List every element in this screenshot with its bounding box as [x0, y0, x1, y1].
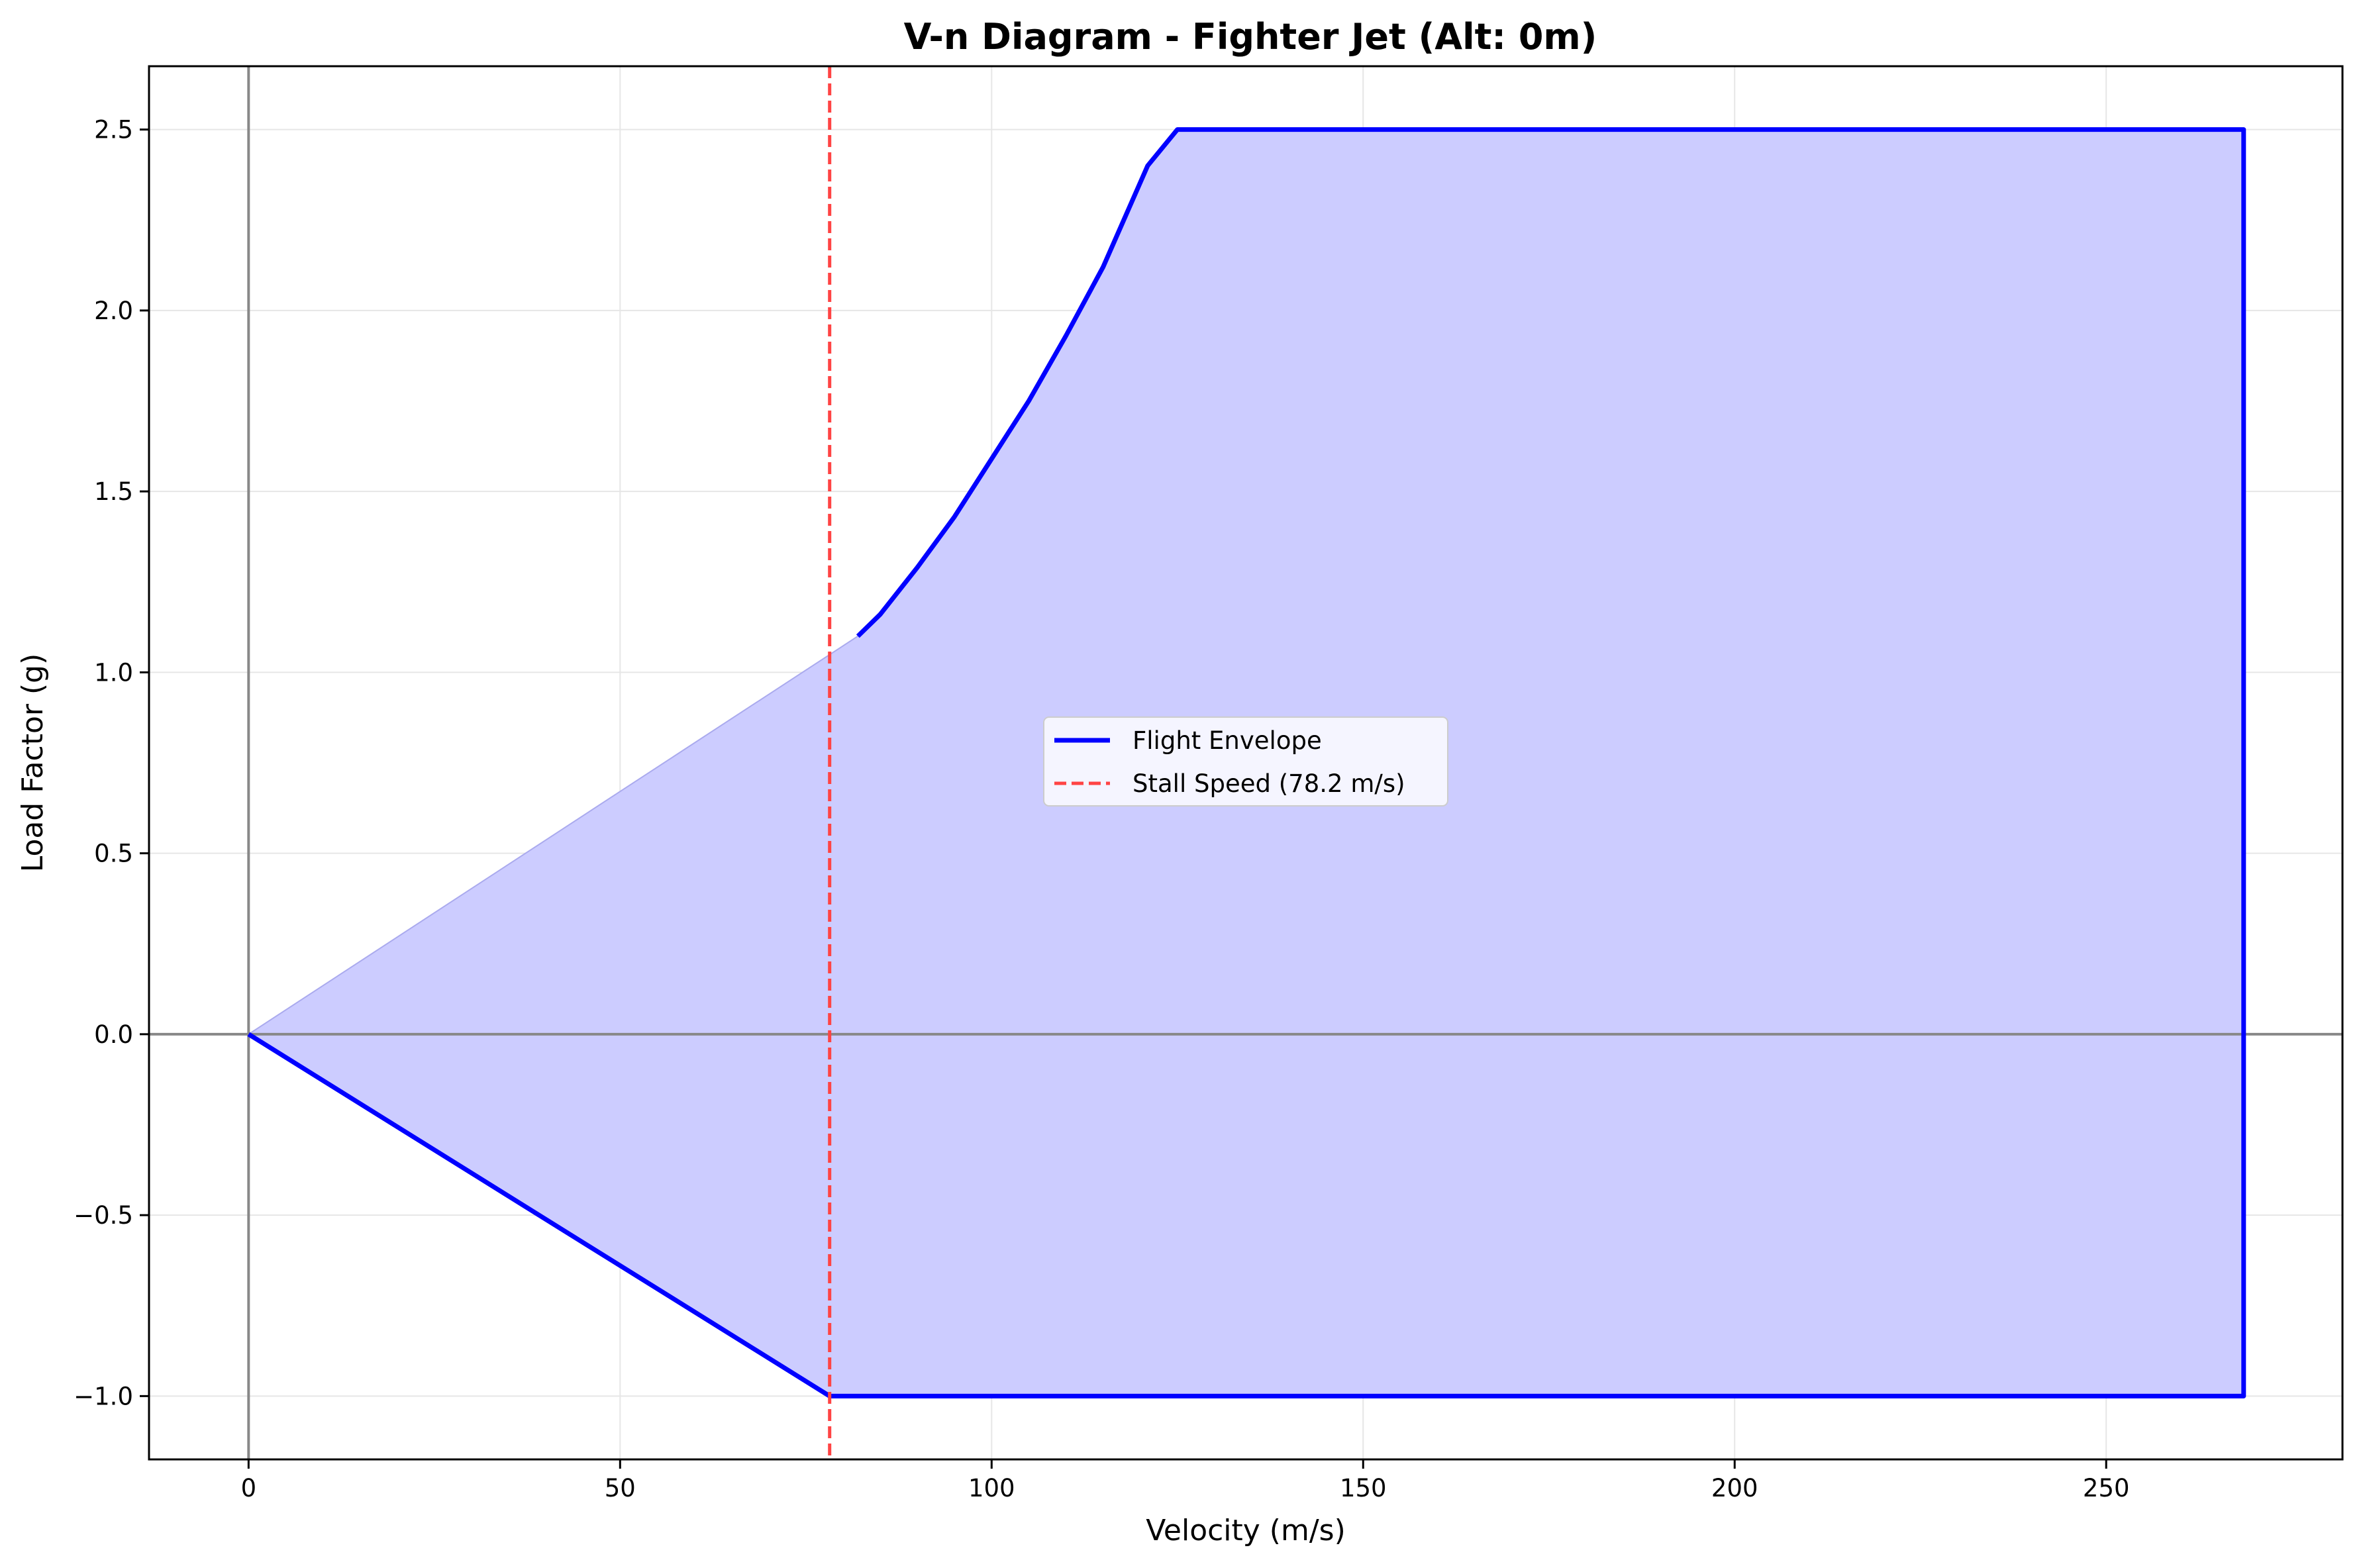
- legend-label-stall: Stall Speed (78.2 m/s): [1132, 769, 1405, 798]
- y-axis-label: Load Factor (g): [16, 654, 50, 872]
- y-tick-label: 2.5: [94, 116, 133, 144]
- legend-box: [1043, 716, 1448, 807]
- y-tick-label: 0.5: [94, 840, 133, 868]
- x-tick-label: 100: [968, 1474, 1015, 1502]
- y-tick-label: 2.0: [94, 297, 133, 325]
- x-tick-label: 0: [241, 1474, 257, 1502]
- x-tick-label: 200: [1711, 1474, 1758, 1502]
- y-tick-label: −1.0: [74, 1382, 133, 1410]
- y-axis-ticks: −1.0 −0.5 0.0 0.5 1.0 1.5 2.0 2.5: [74, 116, 149, 1410]
- y-tick-label: 1.0: [94, 658, 133, 687]
- x-axis-label: Velocity (m/s): [1146, 1514, 1346, 1547]
- chart-title: V-n Diagram - Fighter Jet (Alt: 0m): [904, 16, 1597, 58]
- legend: Flight Envelope Stall Speed (78.2 m/s): [1043, 716, 1448, 807]
- y-tick-label: −0.5: [74, 1201, 133, 1230]
- zero-lines: [149, 66, 2342, 1459]
- x-tick-label: 50: [605, 1474, 636, 1502]
- x-tick-label: 250: [2083, 1474, 2130, 1502]
- x-tick-label: 150: [1340, 1474, 1387, 1502]
- axes-frame: [148, 65, 2344, 1461]
- y-tick-label: 0.0: [94, 1020, 133, 1049]
- legend-label-envelope: Flight Envelope: [1132, 726, 1322, 755]
- x-axis-ticks: 0 50 100 150 200 250: [241, 1459, 2130, 1502]
- flight-envelope-line: [247, 127, 2246, 1398]
- y-tick-label: 1.5: [94, 477, 133, 506]
